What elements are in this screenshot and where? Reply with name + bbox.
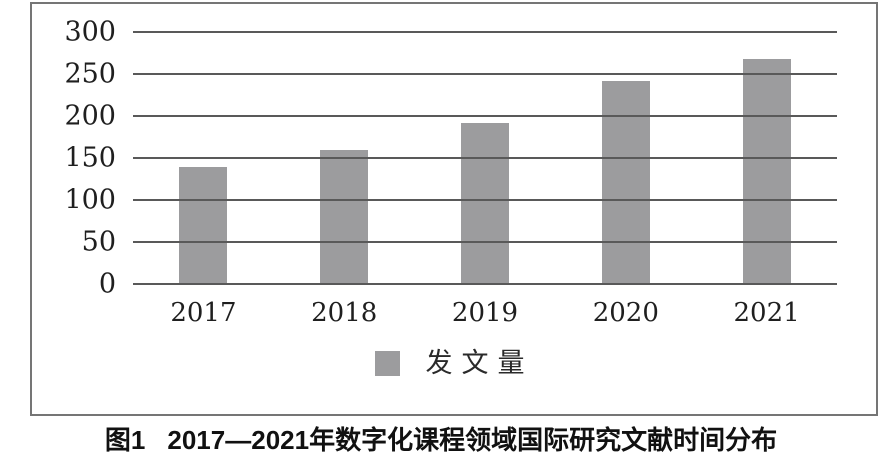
grid-line xyxy=(133,72,837,75)
x-tick-label: 2018 xyxy=(311,298,378,328)
x-axis-labels: 2017 2018 2019 2020 2021 xyxy=(133,298,837,328)
caption-text: 2017—2021年数字化课程领域国际研究文献时间分布 xyxy=(167,425,778,454)
bar-2021 xyxy=(742,58,791,284)
y-tick-label: 100 xyxy=(64,184,116,216)
y-tick-label: 300 xyxy=(64,16,116,48)
bar-slot xyxy=(133,32,274,284)
x-tick-label: 2017 xyxy=(170,298,237,328)
legend-swatch-icon xyxy=(374,351,400,376)
bar-slot xyxy=(555,32,696,284)
x-tick-label: 2021 xyxy=(733,298,800,328)
y-tick-label: 50 xyxy=(81,226,116,258)
bar-2019 xyxy=(460,122,509,284)
y-axis-labels: 0 50 100 150 200 250 300 xyxy=(32,19,116,298)
y-tick-label: 0 xyxy=(98,268,116,300)
x-tick-label: 2019 xyxy=(451,298,519,328)
grid-line xyxy=(133,241,837,243)
plot-area xyxy=(133,31,837,285)
chart-frame: 0 50 100 150 200 250 300 2017 2018 2019 2020 2021 … xyxy=(30,2,878,416)
grid-line xyxy=(133,114,837,117)
y-tick-label: 250 xyxy=(64,58,116,90)
legend-label: 发文量 xyxy=(425,348,534,379)
grid-line xyxy=(133,198,837,201)
y-tick-label: 200 xyxy=(64,100,116,132)
bar-2017 xyxy=(179,167,228,284)
bar-slot xyxy=(415,32,556,284)
grid-line xyxy=(133,283,837,285)
bar-slot xyxy=(696,32,837,284)
legend: 发文量 xyxy=(32,350,876,377)
grid-line xyxy=(133,31,837,33)
figure-caption: 图1 2017—2021年数字化课程领域国际研究文献时间分布 xyxy=(0,420,882,454)
x-tick-label: 2020 xyxy=(592,298,659,328)
bar-2018 xyxy=(320,149,369,284)
bars-row xyxy=(133,32,837,284)
bar-slot xyxy=(274,32,415,284)
caption-figure-label: 图1 xyxy=(104,425,146,454)
bar-2020 xyxy=(601,80,650,284)
grid-line xyxy=(133,157,837,159)
y-tick-label: 150 xyxy=(64,142,116,174)
